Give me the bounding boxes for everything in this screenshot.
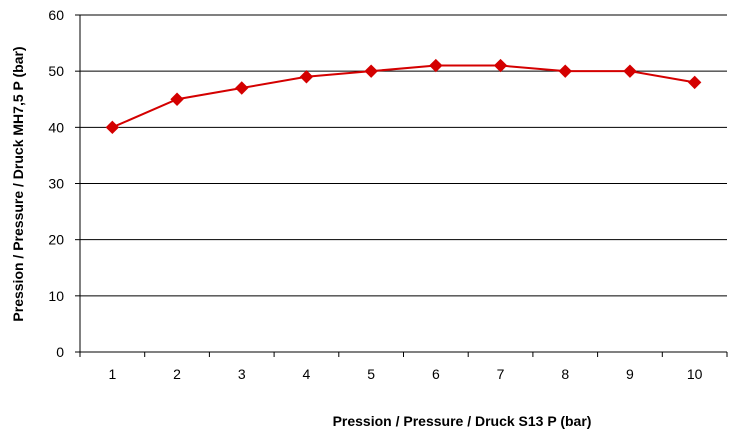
data-point-marker xyxy=(364,64,378,78)
series-group xyxy=(105,58,702,135)
x-ticks xyxy=(79,352,728,357)
data-point-marker xyxy=(429,58,443,73)
data-point-marker xyxy=(170,92,184,106)
data-point-marker xyxy=(235,81,249,95)
x-tick-label: 10 xyxy=(687,366,703,382)
y-tick-label: 30 xyxy=(48,176,64,192)
y-tick-label: 50 xyxy=(48,63,64,79)
data-point-marker xyxy=(105,120,120,135)
x-tick-label: 1 xyxy=(108,366,116,382)
data-point-marker xyxy=(299,70,314,84)
x-tick-label: 5 xyxy=(367,366,375,382)
x-tick-label: 4 xyxy=(303,366,311,382)
x-tick-label: 3 xyxy=(238,366,246,382)
x-tick-label: 9 xyxy=(626,366,634,382)
y-tick-label: 0 xyxy=(56,344,64,360)
x-tick-labels: 1 2 3 4 5 6 7 8 9 10 xyxy=(108,366,702,382)
x-tick-label: 6 xyxy=(432,366,440,382)
y-tick-labels: 0 10 20 30 40 50 60 xyxy=(48,7,64,360)
x-tick-label: 2 xyxy=(173,366,181,382)
x-axis-title: Pression / Pressure / Druck S13 P (bar) xyxy=(333,413,592,429)
x-tick-label: 8 xyxy=(561,366,569,382)
y-tick-label: 40 xyxy=(48,119,64,135)
y-axis-title: Pression / Pressure / Druck MH7,5 P (bar… xyxy=(10,46,26,321)
x-tick-label: 7 xyxy=(497,366,505,382)
data-point-marker xyxy=(687,75,702,90)
y-tick-label: 20 xyxy=(48,232,64,248)
y-tick-label: 60 xyxy=(48,7,64,23)
series-line xyxy=(111,64,695,129)
y-tick-label: 10 xyxy=(48,288,64,304)
data-point-marker xyxy=(558,64,572,78)
data-point-marker xyxy=(623,64,637,78)
data-point-marker xyxy=(493,58,508,73)
